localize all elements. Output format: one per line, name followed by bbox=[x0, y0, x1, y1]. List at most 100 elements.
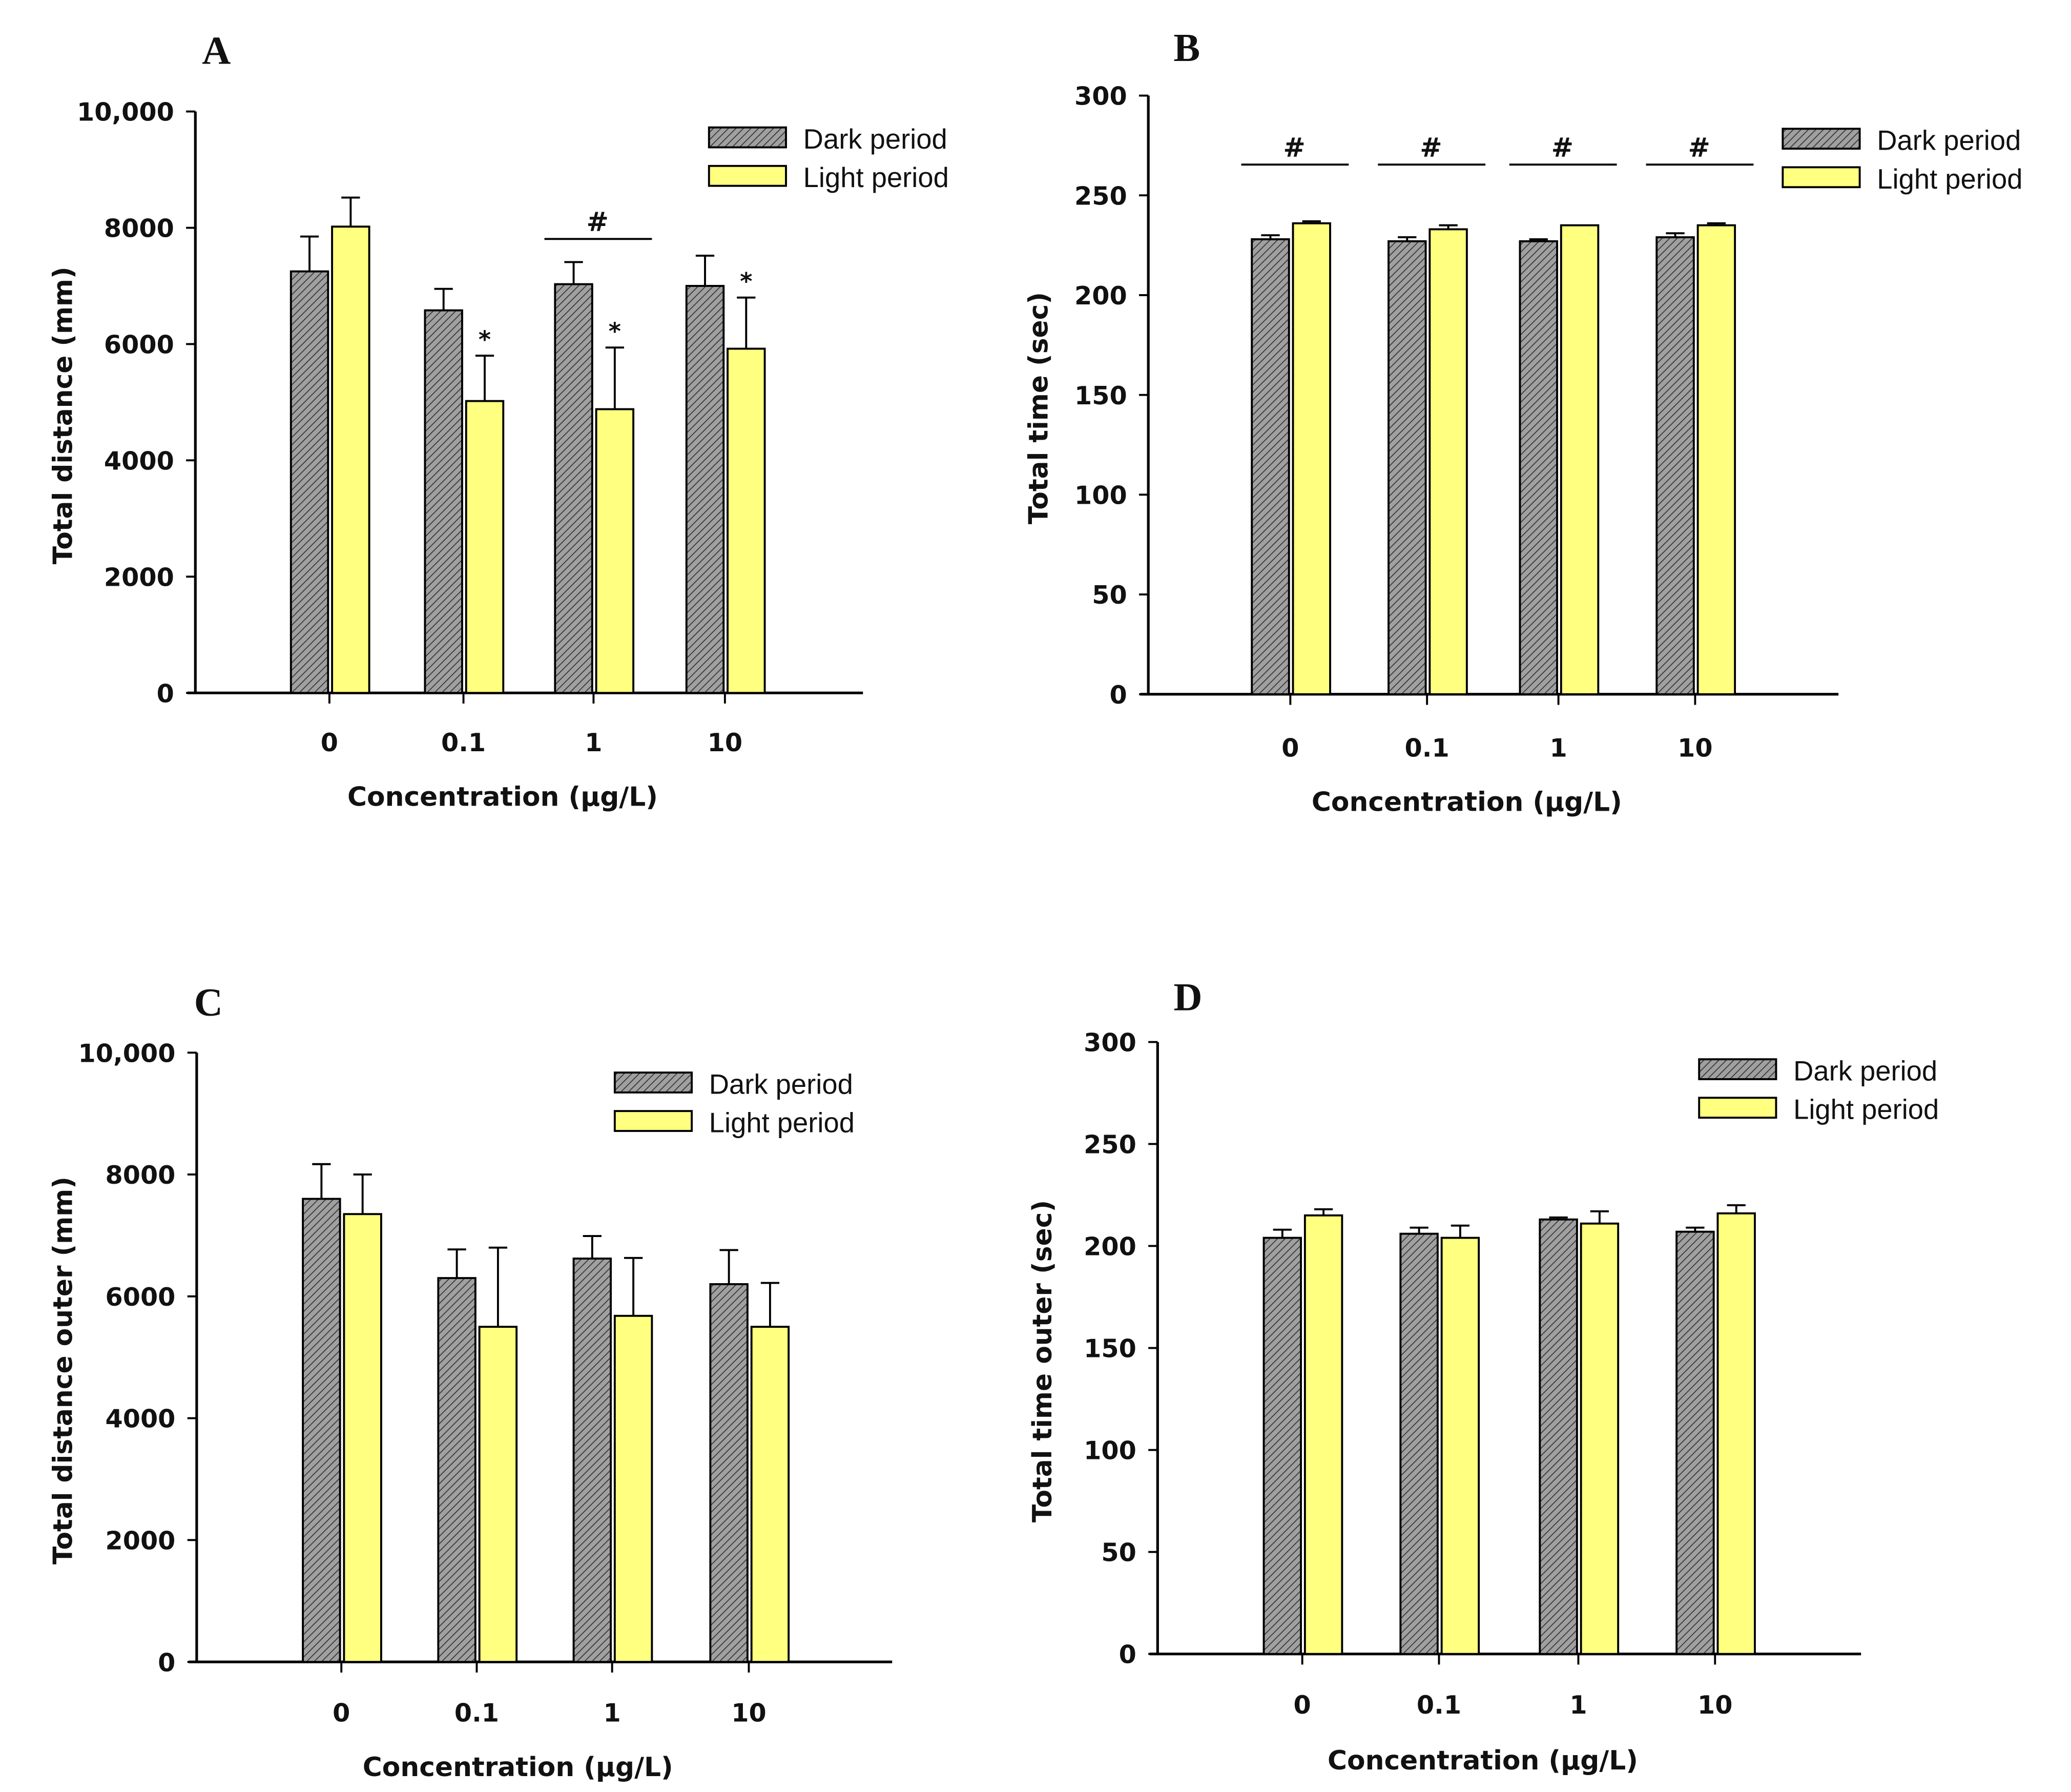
significance-hash: # bbox=[586, 207, 608, 238]
legend-label: Light period bbox=[1877, 163, 2022, 195]
bar-light-period bbox=[1696, 224, 1736, 695]
panel-label: D bbox=[1173, 975, 1202, 1019]
bar-light-period bbox=[465, 400, 505, 694]
bar-dark-period bbox=[685, 285, 725, 694]
y-axis-title: Total distance outer (mm) bbox=[48, 1177, 78, 1564]
bar-light-period bbox=[727, 347, 766, 694]
y-tick-label: 10,000 bbox=[77, 97, 174, 127]
y-tick-label: 300 bbox=[1084, 1028, 1136, 1058]
x-axis-title: Concentration (µg/L) bbox=[1328, 1745, 1638, 1776]
legend-swatch-dark bbox=[1698, 1058, 1777, 1080]
legend-label: Dark period bbox=[1877, 125, 2021, 156]
y-tick-label: 200 bbox=[1074, 281, 1127, 311]
x-tick-label: 10 bbox=[731, 1698, 766, 1728]
significance-star: * bbox=[609, 318, 621, 345]
y-tick-label: 0 bbox=[1119, 1640, 1136, 1670]
y-tick-label: 6000 bbox=[105, 1282, 175, 1312]
x-tick-label: 1 bbox=[1549, 733, 1567, 763]
y-tick-label: 250 bbox=[1074, 181, 1127, 211]
panel-c: C 0 2000 4000 6000 8000 10,000 0 0.1 1 10 Concentra… bbox=[48, 980, 893, 1783]
bar-dark-period bbox=[1655, 236, 1695, 695]
bar-light-period bbox=[331, 225, 370, 694]
y-tick-label: 0 bbox=[158, 1647, 175, 1677]
x-axis-title: Concentration (µg/L) bbox=[347, 781, 658, 812]
bar-dark-period bbox=[1399, 1232, 1439, 1655]
legend-label: Dark period bbox=[803, 123, 947, 155]
panel-label: A bbox=[202, 28, 231, 72]
legend-swatch-light bbox=[1698, 1097, 1777, 1119]
bar-light-period bbox=[595, 408, 635, 694]
y-axis-title: Total distance (mm) bbox=[48, 266, 78, 564]
y-tick-label: 150 bbox=[1084, 1334, 1136, 1364]
x-tick-label: 1 bbox=[604, 1698, 621, 1728]
y-tick-label: 300 bbox=[1074, 81, 1127, 111]
bar-dark-period bbox=[709, 1283, 749, 1663]
bar-light-period bbox=[613, 1314, 653, 1663]
bar-dark-period bbox=[1539, 1218, 1578, 1655]
bar-dark-period bbox=[554, 283, 593, 694]
y-tick-label: 2000 bbox=[104, 562, 174, 592]
legend-label: Dark period bbox=[1793, 1056, 1937, 1087]
x-tick-label: 10 bbox=[708, 728, 742, 757]
bar-light-period bbox=[343, 1213, 382, 1663]
significance-star: * bbox=[740, 267, 752, 295]
bar-light-period bbox=[1440, 1237, 1480, 1655]
bar-dark-period bbox=[572, 1258, 612, 1663]
x-tick-label: 1 bbox=[1569, 1690, 1587, 1720]
significance-hash: # bbox=[1283, 133, 1305, 163]
y-tick-label: 8000 bbox=[104, 214, 174, 243]
significance-hash: # bbox=[1688, 133, 1710, 163]
panel-d: D 0 50 100 150 200 250 300 0 0.1 1 10 Concentration … bbox=[1027, 975, 1939, 1776]
legend-swatch-dark bbox=[1782, 128, 1861, 150]
y-tick-label: 200 bbox=[1084, 1232, 1136, 1262]
x-axis-title: Concentration (µg/L) bbox=[363, 1752, 673, 1783]
bar-dark-period bbox=[1519, 240, 1558, 695]
x-tick-label: 0.1 bbox=[1417, 1690, 1461, 1720]
panel-label: B bbox=[1173, 26, 1200, 70]
bar-dark-period bbox=[1387, 240, 1427, 695]
significance-hash: # bbox=[1420, 133, 1442, 163]
y-tick-label: 50 bbox=[1092, 580, 1127, 610]
x-tick-label: 0 bbox=[1281, 733, 1299, 763]
bar-dark-period bbox=[1675, 1230, 1715, 1655]
bar-light-period bbox=[1292, 222, 1332, 695]
y-tick-label: 0 bbox=[157, 678, 174, 708]
bar-light-period bbox=[1428, 228, 1468, 695]
panel-label: C bbox=[194, 980, 223, 1024]
y-tick-label: 50 bbox=[1101, 1538, 1136, 1568]
bar-dark-period bbox=[424, 309, 463, 694]
bar-light-period bbox=[750, 1326, 790, 1663]
y-tick-label: 100 bbox=[1074, 480, 1127, 510]
legend-swatch-dark bbox=[613, 1072, 693, 1094]
legend-label: Light period bbox=[803, 162, 949, 193]
y-tick-label: 10,000 bbox=[78, 1038, 176, 1068]
y-tick-label: 8000 bbox=[105, 1160, 175, 1190]
legend-swatch-light bbox=[1782, 166, 1861, 189]
x-tick-label: 0 bbox=[1294, 1690, 1311, 1720]
bar-light-period bbox=[1303, 1214, 1343, 1655]
x-tick-label: 0 bbox=[321, 728, 338, 757]
bar-light-period bbox=[478, 1326, 518, 1663]
legend-swatch-dark bbox=[708, 126, 787, 149]
y-axis-title: Total time (sec) bbox=[1023, 292, 1054, 524]
y-tick-label: 150 bbox=[1074, 381, 1127, 410]
y-tick-label: 4000 bbox=[104, 446, 174, 476]
bar-dark-period bbox=[302, 1198, 341, 1663]
panel-a: A 0 2000 4000 6000 8000 10,000 0 0.1 1 10 Concentra… bbox=[48, 28, 948, 812]
bar-dark-period bbox=[1262, 1237, 1302, 1655]
legend-swatch-light bbox=[708, 164, 787, 187]
bar-dark-period bbox=[437, 1277, 477, 1663]
bar-dark-period bbox=[1251, 238, 1290, 695]
legend-label: Dark period bbox=[709, 1068, 853, 1100]
x-axis-title: Concentration (µg/L) bbox=[1312, 787, 1622, 818]
x-tick-label: 10 bbox=[1697, 1690, 1732, 1720]
bar-light-period bbox=[1716, 1212, 1756, 1655]
bar-light-period bbox=[1580, 1222, 1620, 1655]
y-tick-label: 6000 bbox=[104, 330, 174, 360]
y-tick-label: 0 bbox=[1109, 680, 1127, 710]
legend-swatch-light bbox=[613, 1110, 693, 1132]
x-tick-label: 1 bbox=[585, 728, 602, 757]
x-tick-label: 10 bbox=[1677, 733, 1712, 763]
y-tick-label: 250 bbox=[1084, 1130, 1136, 1160]
